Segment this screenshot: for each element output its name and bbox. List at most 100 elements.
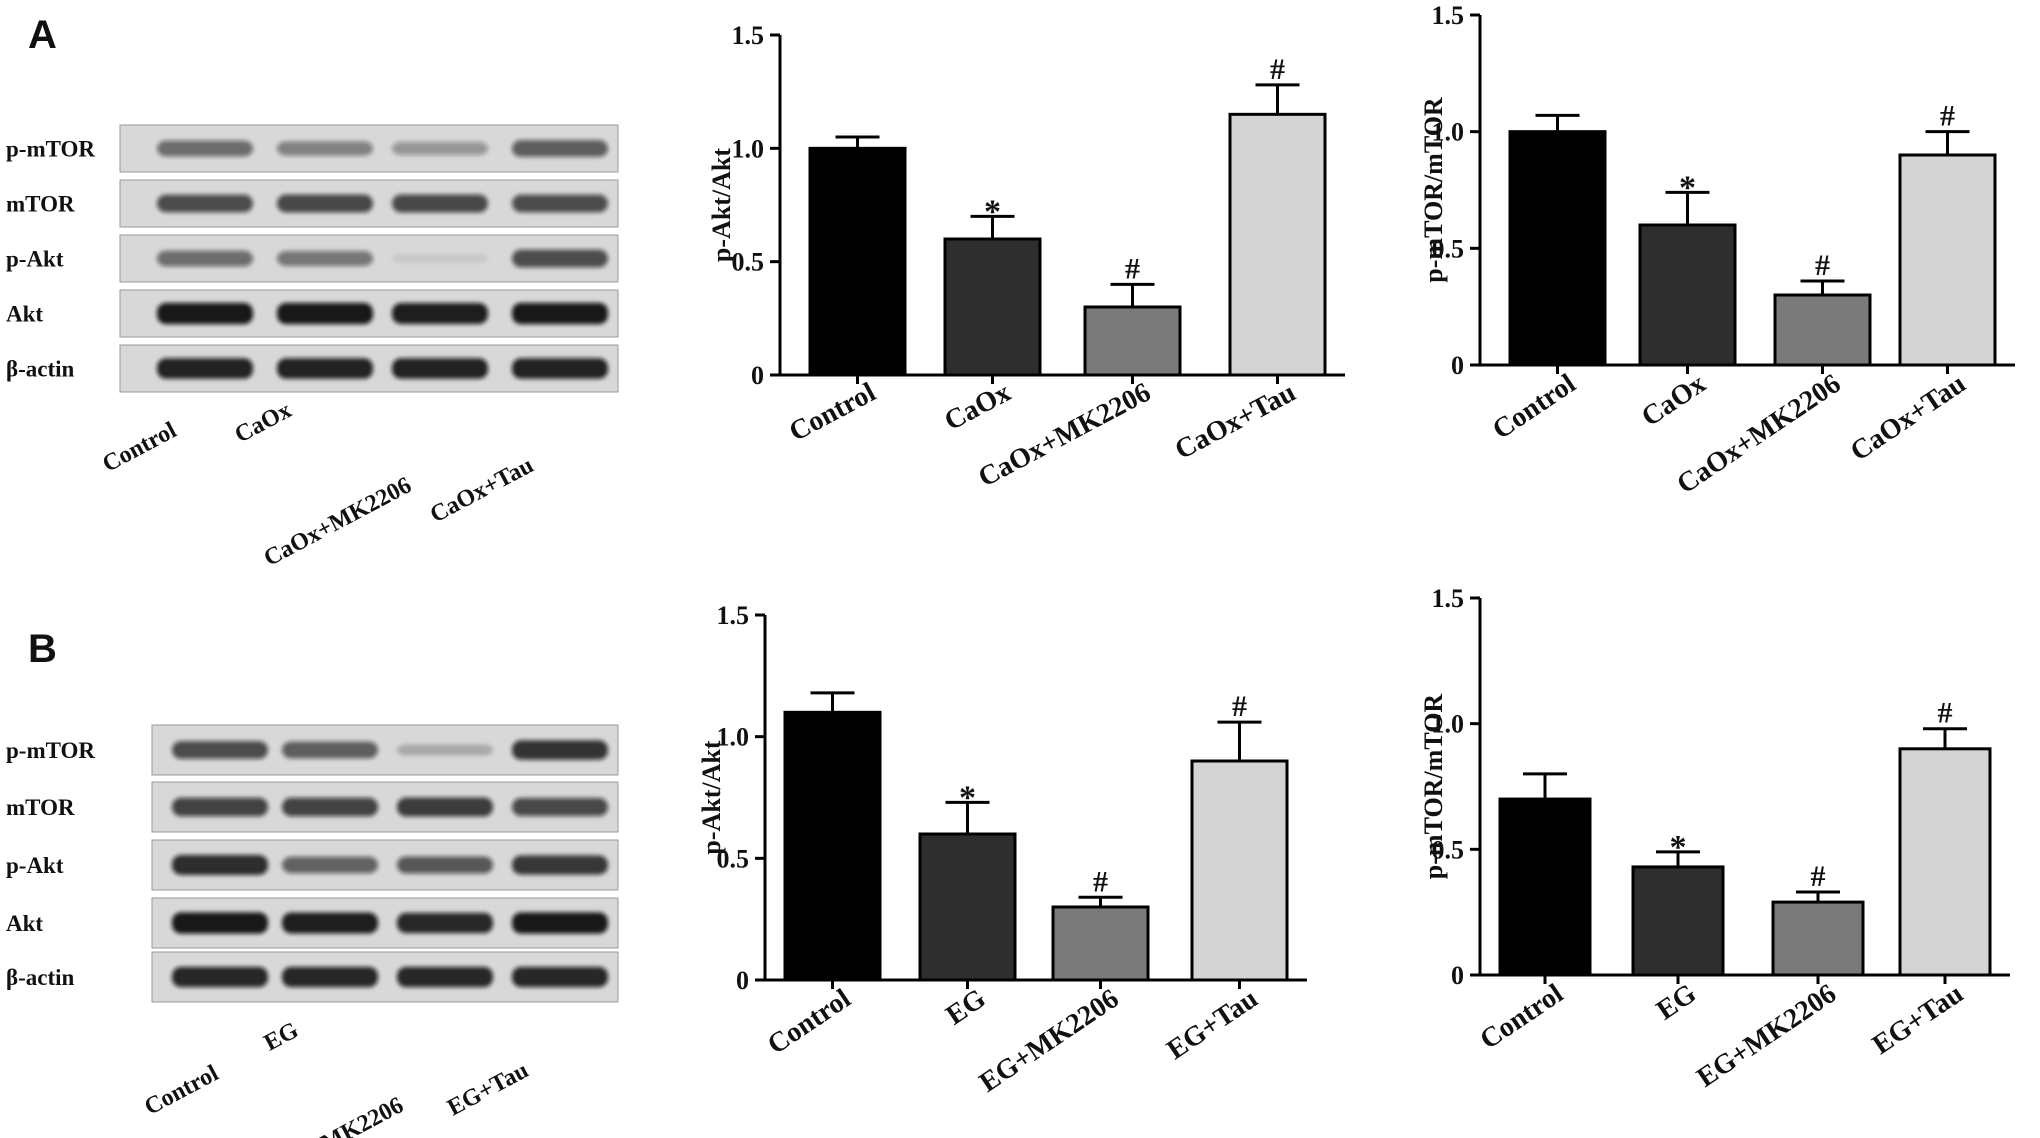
blot-band-mtor-eg-tau <box>512 797 608 817</box>
blot-lane-label-caox: CaOx <box>231 397 296 448</box>
blot-band-p-mtor-caox-tau <box>512 140 608 157</box>
blot-row-label-mtor: mTOR <box>6 795 75 820</box>
blot-row-label-beta-actin: β-actin <box>6 965 75 990</box>
y-tick-label: 1.0 <box>732 134 765 163</box>
blot-band-p-akt-eg-tau <box>512 855 608 875</box>
x-tick-label-caox-tau: CaOx+Tau <box>1170 377 1301 466</box>
significance-mark: # <box>1811 860 1826 893</box>
x-tick-label-eg-mk2206: EG+MK2206 <box>974 983 1124 1099</box>
significance-mark: # <box>1093 865 1108 898</box>
blot-band-akt-eg <box>282 912 378 934</box>
significance-mark: # <box>1938 697 1953 730</box>
bar-caox-mk2206 <box>1083 305 1182 377</box>
blot-band-p-akt-control <box>172 855 268 875</box>
blot-band-akt-control <box>157 302 253 325</box>
blot-band-p-mtor-caox <box>277 141 373 156</box>
y-tick-label: 0.5 <box>717 844 750 873</box>
blot-band-beta-actin-caox <box>277 358 373 379</box>
blot-band-beta-actin-eg-tau <box>512 966 608 988</box>
bar-caox-mk2206 <box>1773 293 1872 367</box>
bar-eg-tau <box>1898 747 1992 977</box>
blot-row-label-p-akt: p-Akt <box>6 853 64 878</box>
y-tick-label: 0 <box>751 361 764 390</box>
bar-control <box>783 710 882 982</box>
significance-mark: # <box>1125 252 1140 285</box>
bar-control <box>808 146 907 377</box>
blot-row-label-p-mtor: p-mTOR <box>6 137 95 162</box>
y-axis-label: p-mTOR/mTOR <box>1419 97 1448 283</box>
blot-band-mtor-eg-mk2206 <box>397 797 493 817</box>
chart-a-p-akt: 00.51.01.5p-Akt/AktControl*CaOx#CaOx+MK2… <box>707 21 1345 493</box>
y-tick-label: 1.5 <box>1432 1 1465 30</box>
blot-lane-label-caox-tau: CaOx+Tau <box>426 452 538 528</box>
y-tick-label: 0 <box>736 966 749 995</box>
significance-mark: # <box>1270 53 1285 86</box>
blot-band-mtor-caox-tau <box>512 194 608 213</box>
blot-row-label-p-akt: p-Akt <box>6 247 64 272</box>
y-axis-label: p-Akt/Akt <box>707 148 736 262</box>
significance-mark: # <box>1232 690 1247 723</box>
panel-label-b: B <box>28 627 57 671</box>
x-tick-label-eg: EG <box>941 983 992 1031</box>
y-tick-label: 1.5 <box>717 601 750 630</box>
bar-caox-tau <box>1228 112 1327 377</box>
blot-band-p-akt-caox-mk2206 <box>392 254 488 263</box>
x-tick-label-control: Control <box>762 983 856 1061</box>
western-blot-a: p-mTOR mTOR p-Akt Akt β-actin Control CaOx CaOx… <box>6 124 619 572</box>
bar-caox-tau <box>1898 153 1997 367</box>
chart-b-p-mtor: 0 0.5 1.0 1.5 p-mTOR/mTOR Control * EG # EG+MK220… <box>1419 584 2010 1094</box>
blot-band-p-akt-eg-mk2206 <box>397 856 493 874</box>
blot-band-akt-eg-tau <box>512 912 608 934</box>
blot-row-label-akt: Akt <box>6 911 43 936</box>
x-tick-label-caox-tau: CaOx+Tau <box>1845 368 1971 467</box>
bar-control <box>1508 130 1607 367</box>
panel-label-a: A <box>28 13 57 57</box>
significance-mark: * <box>959 779 976 816</box>
x-tick-label-caox: CaOx <box>939 377 1015 437</box>
x-tick-label-eg-tau: EG+Tau <box>1867 978 1969 1061</box>
bar-eg-mk2206 <box>1051 905 1150 982</box>
x-tick-label-eg-tau: EG+Tau <box>1161 983 1263 1066</box>
y-tick-label: 1.0 <box>1432 710 1465 739</box>
x-tick-label-caox: CaOx <box>1636 368 1711 433</box>
blot-band-beta-actin-control <box>157 358 253 379</box>
blot-band-akt-caox-tau <box>512 302 608 325</box>
bar-control <box>1498 797 1592 977</box>
y-tick-label: 0.5 <box>1432 835 1465 864</box>
significance-mark: # <box>1940 100 1955 133</box>
western-blot-b: p-mTOR mTOR p-Akt Akt β-actin Control EG EG+MK2… <box>6 724 619 1138</box>
y-tick-label: 0 <box>1451 961 1464 990</box>
chart-a-p-mtor: 00.51.01.5p-mTOR/mTORControl*CaOx#CaOx+M… <box>1419 1 2015 500</box>
y-tick-label: 0.5 <box>1432 234 1465 263</box>
blot-lane-label-caox-mk2206: CaOx+MK2206 <box>260 472 416 571</box>
bar-eg-tau <box>1190 759 1289 982</box>
x-tick-label-control: Control <box>1475 978 1569 1056</box>
blot-band-akt-eg-mk2206 <box>397 912 493 934</box>
bar-eg <box>1631 865 1725 977</box>
blot-band-p-mtor-control <box>157 140 253 157</box>
blot-band-beta-actin-caox-mk2206 <box>392 358 488 379</box>
blot-band-beta-actin-eg <box>282 966 378 988</box>
blot-band-p-mtor-caox-mk2206 <box>392 142 488 155</box>
y-axis-label: p-Akt/Akt <box>697 740 726 854</box>
bar-caox <box>943 237 1042 377</box>
blot-lane-label-eg-mk2206: EG+MK2206 <box>274 1092 408 1138</box>
y-tick-label: 1.5 <box>1432 584 1465 613</box>
x-tick-label-eg: EG <box>1651 978 1702 1026</box>
blot-band-p-akt-caox-tau <box>512 249 608 268</box>
blot-band-akt-caox <box>277 302 373 325</box>
y-tick-label: 1.0 <box>1432 118 1465 147</box>
blot-row-label-mtor: mTOR <box>6 192 75 217</box>
blot-band-p-mtor-eg-mk2206 <box>397 744 493 756</box>
x-tick-label-control: Control <box>784 377 881 448</box>
significance-mark: * <box>1679 169 1696 206</box>
blot-band-beta-actin-caox-tau <box>512 358 608 379</box>
blot-band-mtor-control <box>157 194 253 213</box>
blot-band-beta-actin-control <box>172 966 268 988</box>
blot-band-akt-control <box>172 912 268 934</box>
blot-band-p-mtor-control <box>172 741 268 759</box>
y-tick-label: 0.5 <box>732 248 765 277</box>
y-tick-label: 0 <box>1451 351 1464 380</box>
y-tick-label: 1.5 <box>732 21 765 50</box>
x-tick-label-control: Control <box>1487 368 1581 446</box>
